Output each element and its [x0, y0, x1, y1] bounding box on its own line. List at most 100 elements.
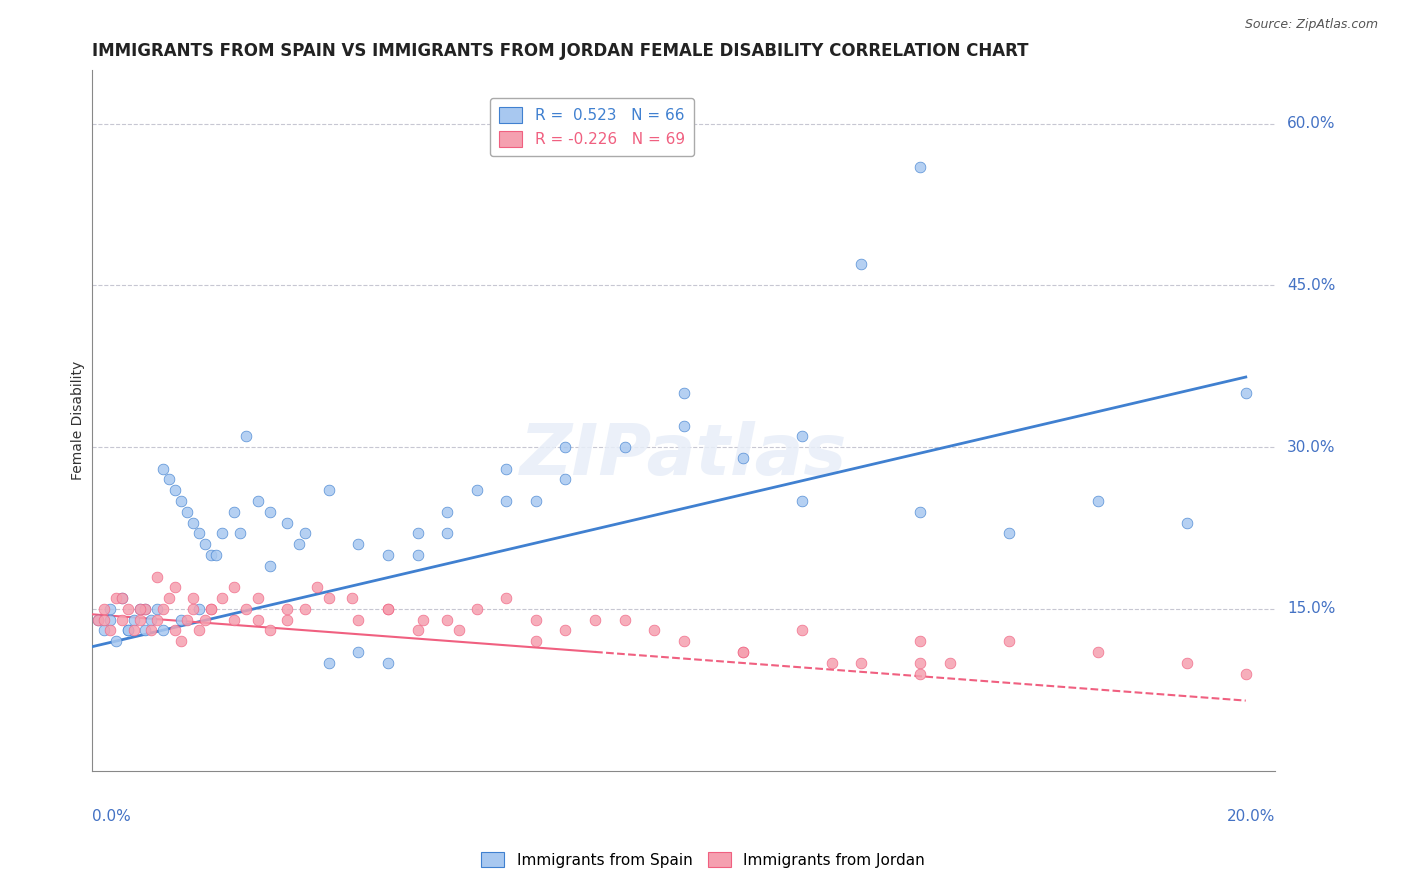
Point [229, 526, 252, 541]
Point [851, 656, 873, 670]
Point [146, 613, 169, 627]
Point [406, 548, 429, 562]
Point [128, 602, 150, 616]
Point [93, 624, 115, 638]
Point [276, 602, 298, 616]
Point [246, 494, 269, 508]
Point [276, 516, 298, 530]
Point [117, 602, 139, 616]
Point [851, 257, 873, 271]
Point [672, 634, 695, 648]
Point [495, 591, 517, 606]
Point [141, 624, 163, 638]
Point [93, 602, 115, 616]
Point [163, 624, 186, 638]
Y-axis label: Female Disability: Female Disability [72, 360, 86, 480]
Point [1234, 666, 1257, 681]
Text: 20.0%: 20.0% [1227, 809, 1275, 824]
Point [134, 602, 156, 616]
Point [731, 450, 754, 465]
Point [200, 602, 222, 616]
Point [672, 418, 695, 433]
Legend: R =  0.523   N = 66, R = -0.226   N = 69: R = 0.523 N = 66, R = -0.226 N = 69 [491, 98, 695, 156]
Point [235, 429, 257, 443]
Point [93, 613, 115, 627]
Point [1234, 386, 1257, 401]
Point [111, 591, 134, 606]
Point [318, 656, 340, 670]
Point [176, 613, 198, 627]
Point [447, 624, 470, 638]
Point [122, 613, 145, 627]
Point [211, 526, 233, 541]
Point [194, 613, 217, 627]
Point [152, 602, 174, 616]
Point [187, 602, 209, 616]
Point [205, 548, 228, 562]
Point [318, 483, 340, 498]
Point [910, 656, 932, 670]
Point [111, 591, 134, 606]
Point [157, 591, 180, 606]
Point [1087, 494, 1109, 508]
Point [194, 537, 217, 551]
Point [200, 548, 222, 562]
Legend: Immigrants from Spain, Immigrants from Jordan: Immigrants from Spain, Immigrants from J… [474, 844, 932, 875]
Point [246, 591, 269, 606]
Point [170, 494, 193, 508]
Point [224, 613, 246, 627]
Point [377, 548, 399, 562]
Point [200, 602, 222, 616]
Point [347, 613, 370, 627]
Point [276, 613, 298, 627]
Point [436, 526, 458, 541]
Point [524, 634, 547, 648]
Point [163, 483, 186, 498]
Point [128, 613, 150, 627]
Point [176, 505, 198, 519]
Point [134, 624, 156, 638]
Point [790, 494, 813, 508]
Point [1175, 516, 1198, 530]
Point [613, 613, 636, 627]
Point [998, 526, 1021, 541]
Point [643, 624, 665, 638]
Point [98, 602, 121, 616]
Text: 45.0%: 45.0% [1288, 278, 1336, 293]
Point [294, 602, 316, 616]
Point [495, 494, 517, 508]
Point [224, 505, 246, 519]
Point [87, 613, 110, 627]
Point [821, 656, 844, 670]
Point [731, 645, 754, 659]
Point [554, 440, 576, 454]
Point [910, 666, 932, 681]
Point [613, 440, 636, 454]
Point [141, 613, 163, 627]
Point [259, 624, 281, 638]
Point [554, 624, 576, 638]
Point [406, 624, 429, 638]
Point [790, 429, 813, 443]
Point [152, 461, 174, 475]
Point [495, 461, 517, 475]
Point [305, 580, 328, 594]
Point [465, 483, 488, 498]
Point [465, 602, 488, 616]
Point [187, 526, 209, 541]
Point [412, 613, 434, 627]
Point [294, 526, 316, 541]
Point [104, 634, 127, 648]
Point [347, 537, 370, 551]
Point [122, 624, 145, 638]
Text: ZIPatlas: ZIPatlas [520, 421, 848, 490]
Point [554, 473, 576, 487]
Point [117, 624, 139, 638]
Point [259, 558, 281, 573]
Point [377, 602, 399, 616]
Point [524, 613, 547, 627]
Text: 0.0%: 0.0% [93, 809, 131, 824]
Point [152, 624, 174, 638]
Point [342, 591, 364, 606]
Point [998, 634, 1021, 648]
